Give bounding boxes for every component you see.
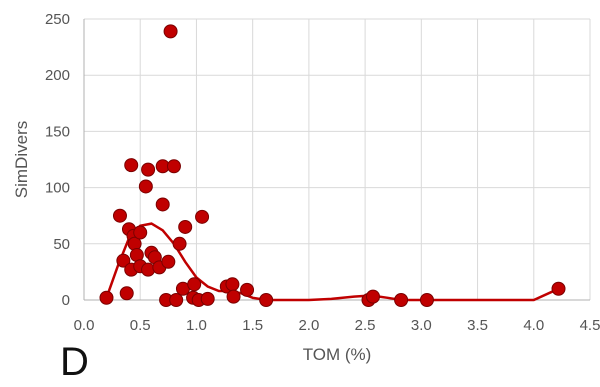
data-point xyxy=(124,158,139,173)
y-tick-label: 150 xyxy=(45,123,70,140)
x-tick-label: 2.0 xyxy=(298,317,319,334)
data-point xyxy=(551,281,566,296)
x-tick-label: 3.0 xyxy=(411,317,432,334)
data-point xyxy=(200,291,215,306)
x-tick-label: 1.5 xyxy=(242,317,263,334)
y-axis-title: SimDivers xyxy=(12,121,31,198)
data-point xyxy=(187,277,202,292)
x-tick-label: 4.0 xyxy=(523,317,544,334)
y-tick-label: 0 xyxy=(62,292,70,309)
x-axis-title: TOM (%) xyxy=(303,345,372,364)
data-point xyxy=(166,159,181,174)
grid-lines xyxy=(84,18,591,300)
data-point xyxy=(240,282,255,297)
data-point xyxy=(133,225,148,240)
y-tick-label: 200 xyxy=(45,67,70,84)
x-tick-label: 2.5 xyxy=(355,317,376,334)
y-tick-label: 250 xyxy=(45,11,70,28)
data-point xyxy=(226,289,241,304)
y-tick-label: 50 xyxy=(53,236,70,253)
data-point xyxy=(259,293,274,307)
panel-label: D xyxy=(60,340,89,384)
data-point xyxy=(172,236,187,251)
data-point xyxy=(161,254,176,269)
y-tick-label: 100 xyxy=(45,180,70,197)
data-point xyxy=(419,293,434,307)
data-point xyxy=(225,277,240,292)
x-tick-label: 4.5 xyxy=(580,317,600,334)
data-point xyxy=(119,286,134,301)
x-tick-label: 1.0 xyxy=(186,317,207,334)
x-tick-label: 3.5 xyxy=(467,317,488,334)
data-point xyxy=(112,208,127,223)
data-point xyxy=(141,162,156,177)
x-tick-label: 0.0 xyxy=(74,317,95,334)
data-point xyxy=(138,179,153,194)
data-point xyxy=(163,24,178,39)
x-tick-label: 0.5 xyxy=(130,317,151,334)
x-tick-labels: 0.0 0.5 1.0 1.5 2.0 2.5 3.0 3.5 4.0 4.5 xyxy=(74,317,600,334)
data-point xyxy=(169,293,184,307)
data-point xyxy=(365,289,380,304)
data-point xyxy=(178,219,193,234)
data-points xyxy=(99,24,566,307)
data-point xyxy=(195,209,210,224)
data-point xyxy=(394,293,409,307)
data-point xyxy=(99,290,114,305)
data-point xyxy=(155,197,170,212)
data-point xyxy=(116,253,131,268)
data-point xyxy=(141,262,156,277)
y-tick-labels: 0 50 100 150 200 250 xyxy=(45,11,70,309)
